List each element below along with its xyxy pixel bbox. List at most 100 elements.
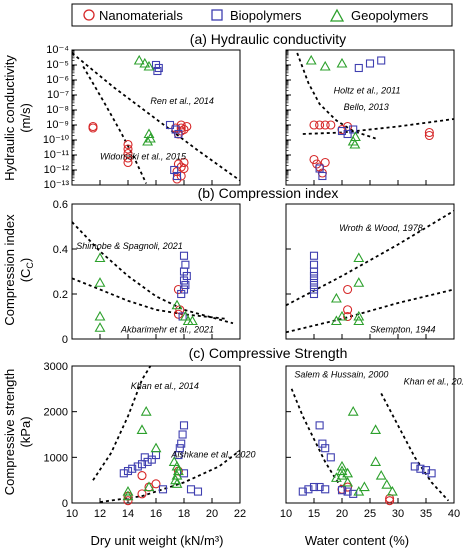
plot-strength-vs-water-content: 10 15 20 25 30 35 40 Salem & Hussain, 2000 Khan … — [280, 365, 463, 520]
point-geopolymers — [330, 292, 342, 303]
y-axis-title-compression-unit: (CC) — [18, 258, 35, 283]
point-biopolymers — [170, 165, 179, 175]
y-tick-label: 0.6 — [53, 199, 68, 211]
y-tick-label: 0.4 — [53, 244, 68, 256]
y-tick-label: 0.2 — [53, 289, 68, 301]
x-tick-label: 30 — [392, 508, 404, 520]
point-geopolymers — [140, 406, 152, 416]
curve-annotation: Ren et al., 2014 — [150, 96, 214, 106]
point-biopolymers — [309, 285, 319, 294]
point-biopolymers — [179, 285, 189, 294]
point-biopolymers — [181, 260, 190, 269]
point-nanomaterials — [182, 121, 192, 132]
curve-annotation: Khan et al., 2014 — [131, 381, 199, 391]
empirical-curve — [99, 449, 241, 503]
point-geopolymers — [353, 252, 365, 263]
empirical-curve — [302, 118, 455, 135]
point-nanomaterials — [179, 124, 189, 135]
point-geopolymers — [336, 460, 348, 471]
point-nanomaterials — [137, 471, 147, 481]
y-tick-label: 3000 — [44, 361, 68, 373]
legend-marker-biopolymers — [211, 9, 223, 21]
y-tick-label: 10⁻⁸ — [46, 104, 69, 116]
point-biopolymers — [140, 453, 149, 462]
point-biopolymers — [133, 462, 142, 471]
empirical-curve — [92, 365, 152, 481]
point-geopolymers — [133, 54, 145, 65]
point-nanomaterials — [320, 120, 330, 130]
point-geopolymers — [347, 406, 359, 416]
x-tick-label: 18 — [178, 508, 190, 520]
curve-annotation: Shimobe & Spagnoli, 2021 — [76, 241, 183, 251]
point-nanomaterials — [343, 311, 353, 322]
point-biopolymers — [309, 271, 319, 281]
y-tick-label: 0 — [62, 334, 68, 346]
y-axis-title-compression-close: ) — [18, 258, 33, 262]
point-biopolymers — [427, 469, 436, 478]
point-geopolymers — [319, 60, 331, 71]
empirical-curve — [71, 221, 234, 325]
point-geopolymers — [370, 456, 382, 466]
point-nanomaterials — [179, 163, 189, 174]
point-biopolymers — [175, 444, 184, 453]
point-biopolymers — [318, 171, 327, 181]
point-geopolymers — [353, 310, 365, 321]
point-geopolymers — [330, 315, 342, 326]
point-nanomaterials — [151, 479, 161, 489]
point-biopolymers — [309, 276, 319, 285]
point-biopolymers — [309, 289, 319, 299]
point-biopolymers — [128, 464, 137, 473]
y-axis-title-compression-open: (C — [18, 269, 33, 283]
empirical-curve — [290, 388, 349, 495]
point-geopolymers — [94, 252, 106, 263]
point-nanomaterials — [320, 157, 330, 168]
point-geopolymers — [330, 472, 342, 482]
point-biopolymers — [181, 280, 190, 290]
y-tick-label: 10⁻⁴ — [46, 44, 69, 56]
point-biopolymers — [309, 260, 319, 269]
point-geopolymers — [342, 467, 354, 478]
plot-compression-vs-water-content: Wroth & Wood, 1978 Skempton, 1944 — [285, 203, 455, 340]
empirical-curve — [71, 52, 241, 182]
curve-annotation: Akbarimehr et al., 2021 — [120, 324, 214, 334]
legend-label-biopolymers: Biopolymers — [230, 8, 302, 23]
y-tick-label: 10⁻¹¹ — [44, 149, 70, 161]
point-geopolymers — [94, 322, 106, 332]
empirical-curve — [285, 288, 455, 334]
point-nanomaterials — [385, 493, 395, 503]
x-axis-title-water-content: Water content (%) — [305, 533, 409, 548]
empirical-curve — [296, 52, 376, 140]
point-biopolymers — [143, 457, 152, 466]
point-geopolymers — [94, 277, 106, 287]
point-nanomaterials — [123, 139, 133, 150]
point-nanomaterials — [326, 120, 336, 130]
point-biopolymers — [123, 466, 133, 476]
point-geopolymers — [358, 481, 370, 492]
plot-frame — [285, 49, 455, 186]
point-biopolymers — [174, 129, 183, 139]
point-nanomaterials — [179, 157, 189, 168]
y-tick-label: 10⁻⁹ — [46, 119, 69, 131]
point-geopolymers — [336, 310, 348, 321]
y-tick-label: 10⁻¹² — [44, 164, 70, 176]
curve-annotation: Bello, 2013 — [344, 102, 389, 112]
point-geopolymers — [143, 60, 155, 71]
point-biopolymers — [119, 469, 128, 478]
y-tick-label: 10⁻⁷ — [47, 89, 69, 101]
point-biopolymers — [343, 487, 352, 496]
point-nanomaterials — [88, 123, 98, 133]
point-biopolymers — [315, 482, 324, 492]
curve-annotation: Holtz et al., 2011 — [334, 86, 401, 96]
point-nanomaterials — [315, 120, 325, 130]
point-nanomaterials — [385, 496, 395, 506]
point-nanomaterials — [309, 154, 319, 165]
point-biopolymers — [151, 450, 161, 460]
point-geopolymers — [336, 465, 348, 476]
point-biopolymers — [309, 267, 319, 276]
curve-annotation: Salem & Hussain, 2000 — [294, 369, 388, 379]
point-biopolymers — [179, 469, 189, 478]
point-nanomaterials — [176, 120, 186, 130]
x-tick-label: 40 — [448, 508, 460, 520]
point-geopolymers — [143, 481, 155, 492]
point-biopolymers — [147, 455, 156, 464]
